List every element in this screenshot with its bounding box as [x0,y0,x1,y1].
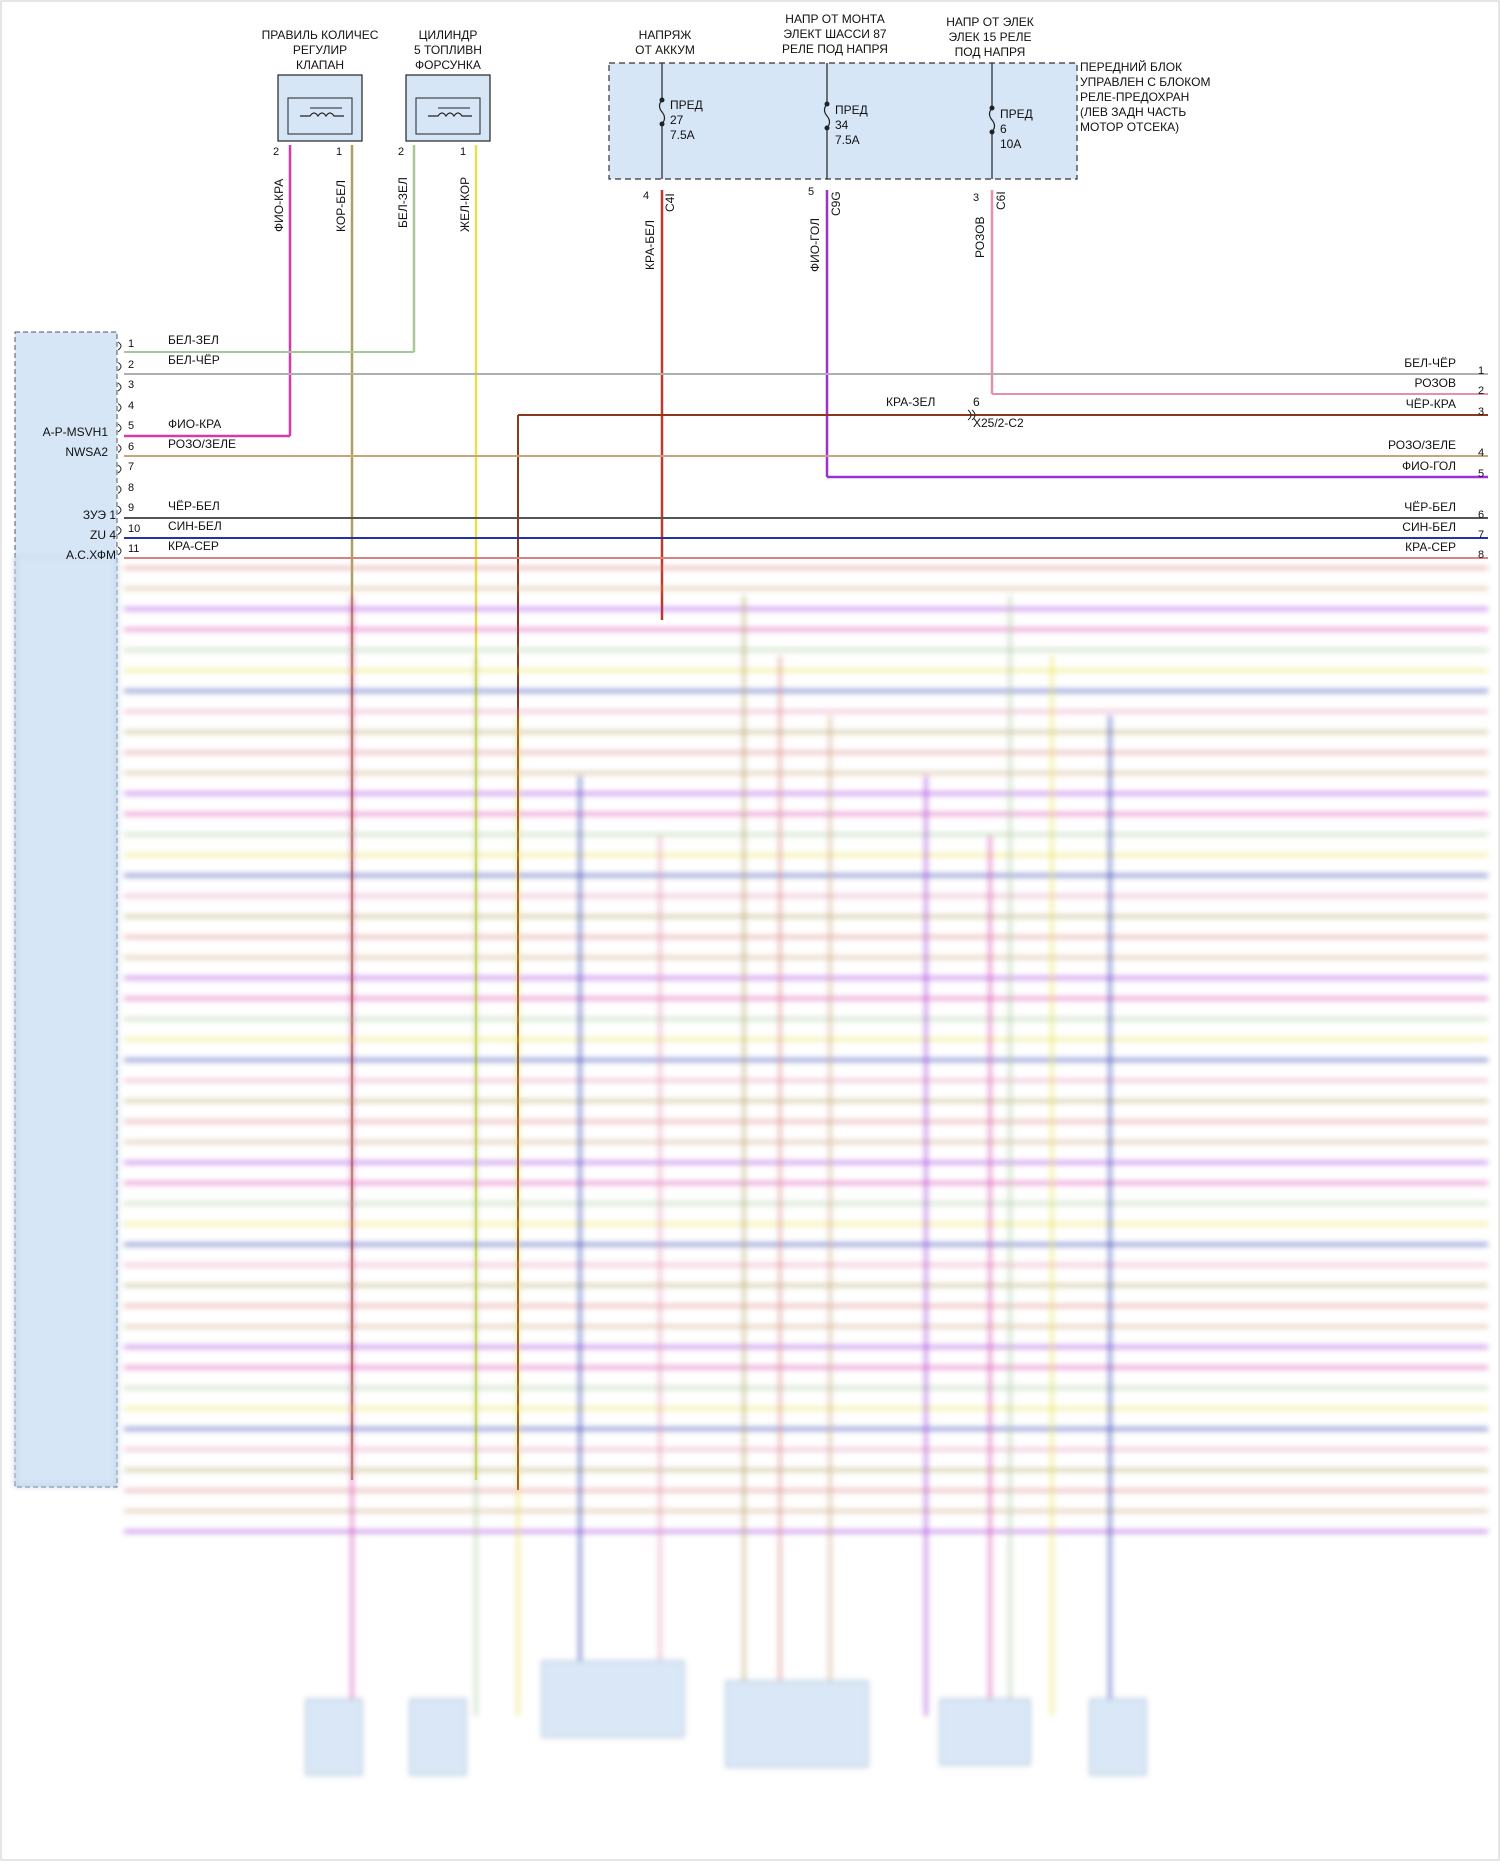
ecu-pin-11: 11 [128,543,140,555]
connector-c9g: C9G [829,191,843,216]
ecu-connector-arc [117,485,122,494]
power-source-chassis-87: НАПР ОТ МОНТА ЭЛЕКТ ШАССИ 87 РЕЛЕ ПОД НА… [782,12,888,56]
right-output-number: 4 [1478,447,1485,459]
injector-title: ЦИЛИНДР 5 ТОПЛИВН ФОРСУНКА [414,28,482,72]
splice-pin: 6 [973,395,980,409]
ecu-pin-3: 3 [128,379,135,391]
connector-c6i: C6I [994,191,1008,210]
ecu-connector-arc [117,403,122,412]
fuse-27: ПРЕД 27 7.5A [670,98,703,142]
right-output-label: РОЗОВ [1414,376,1456,390]
splice-connector: X25/2-C2 [973,416,1024,430]
ecu-pin-1: 1 [128,338,135,350]
ecu-wire-label-1: БЕЛ-ЗЕЛ [168,333,219,347]
ecu-connector-arc [117,546,122,556]
right-output-number: 7 [1478,529,1485,541]
wire-label-rozov: РОЗОВ [973,216,987,258]
right-output-label: КРА-СЕР [1405,540,1456,554]
ecu-label-a-p-msvh1: A-P-MSVH1 [42,425,108,439]
ecu-connector-arc [117,526,122,535]
valve-title: ПРАВИЛЬ КОЛИЧЕС РЕГУЛИР КЛАПАН [261,28,379,72]
front-block-label: ПЕРЕДНИЙ БЛОК УПРАВЛЕН С БЛОКОМ РЕЛЕ-ПРЕ… [1080,60,1211,134]
fuel-quantity-valve [277,74,363,142]
wire-label-zhel-kor: ЖЕЛ-КОР [458,176,472,232]
ecu-pin-8: 8 [128,481,135,494]
right-output-number: 5 [1478,468,1485,480]
ecu-connector-arc [117,444,122,453]
valve-pin-1: 1 [336,146,343,158]
right-output-label: ЧЁР-КРА [1405,397,1456,411]
power-source-battery: НАПРЯЖ ОТ АККУМ [635,28,695,57]
wire-label-bel-zel: БЕЛ-ЗЕЛ [396,177,410,228]
connector-c4i: C4I [663,193,677,212]
wire-label-fio-kra: ФИО-КРА [272,178,286,232]
pin-5: 5 [808,186,815,198]
right-output-label: РОЗО/ЗЕЛЕ [1388,438,1456,452]
ecu-label-zue1: ЗУЭ 1 [82,508,116,522]
wire-label-kor-bel: КОР-БЕЛ [334,180,348,232]
right-output-number: 2 [1478,385,1485,397]
ecu-pin-10: 10 [128,522,141,535]
ecu-label-nwsa2: NWSA2 [65,445,108,459]
injector-pin-1: 1 [460,146,467,158]
right-output-number: 3 [1478,406,1485,418]
ecu-wire-label-6: РОЗО/ЗЕЛЕ [168,437,236,451]
ecu-pin-7: 7 [128,461,135,473]
wire-label-fio-gol: ФИО-ГОЛ [808,218,822,272]
right-output-label: СИН-БЕЛ [1402,520,1456,534]
injector-pin-2: 2 [398,146,405,158]
ecu-connector-arc [117,362,122,371]
right-output-number: 1 [1478,365,1485,377]
fuse-6: ПРЕД 6 10A [1000,107,1033,151]
ecu-wire-label-2: БЕЛ-ЧЁР [168,353,220,367]
valve-pin-2: 2 [273,146,280,158]
ecu-pin-4: 4 [128,399,135,412]
ecu-pin-2: 2 [128,358,135,371]
right-output-number: 6 [1478,509,1485,521]
right-output-label: ЧЁР-БЕЛ [1404,500,1456,514]
ecu-connector-arc [117,382,122,392]
ecu-wire-label-9: ЧЁР-БЕЛ [168,499,220,513]
right-output-number: 8 [1478,549,1485,561]
ecu-connector-arc [117,423,122,433]
ecu-connector-arc [117,341,122,351]
ecu-connector-arc [117,464,122,474]
ecu-label-zu4: ZU 4 [89,528,116,542]
power-source-relay-15: НАПР ОТ ЭЛЕК ЭЛЕК 15 РЕЛЕ ПОД НАПРЯ [946,15,1034,59]
cylinder5-injector [405,74,491,142]
front-fuse-relay-block [608,62,1078,180]
ecu-pin-9: 9 [128,502,135,514]
ecu-pin-5: 5 [128,420,135,432]
blurred-lower-diagram [0,555,1500,1861]
fuse-34: ПРЕД 34 7.5A [835,103,868,147]
right-output-label: БЕЛ-ЧЁР [1404,356,1456,370]
ecu-connector-arc [117,505,122,515]
ecu-wire-label-11: КРА-СЕР [168,539,219,553]
ecu-wire-label-5: ФИО-КРА [168,417,222,431]
ecu-label-ac-hfm: A.C.ХФМ [65,548,116,562]
pin-4: 4 [643,190,650,202]
ecu-pin-6: 6 [128,440,135,453]
right-output-label: ФИО-ГОЛ [1402,459,1456,473]
wire-label-kra-bel: КРА-БЕЛ [643,220,657,270]
ecu-wire-label-10: СИН-БЕЛ [168,519,222,533]
pin-3: 3 [973,192,980,204]
splice-wire-label: КРА-ЗЕЛ [886,395,936,409]
